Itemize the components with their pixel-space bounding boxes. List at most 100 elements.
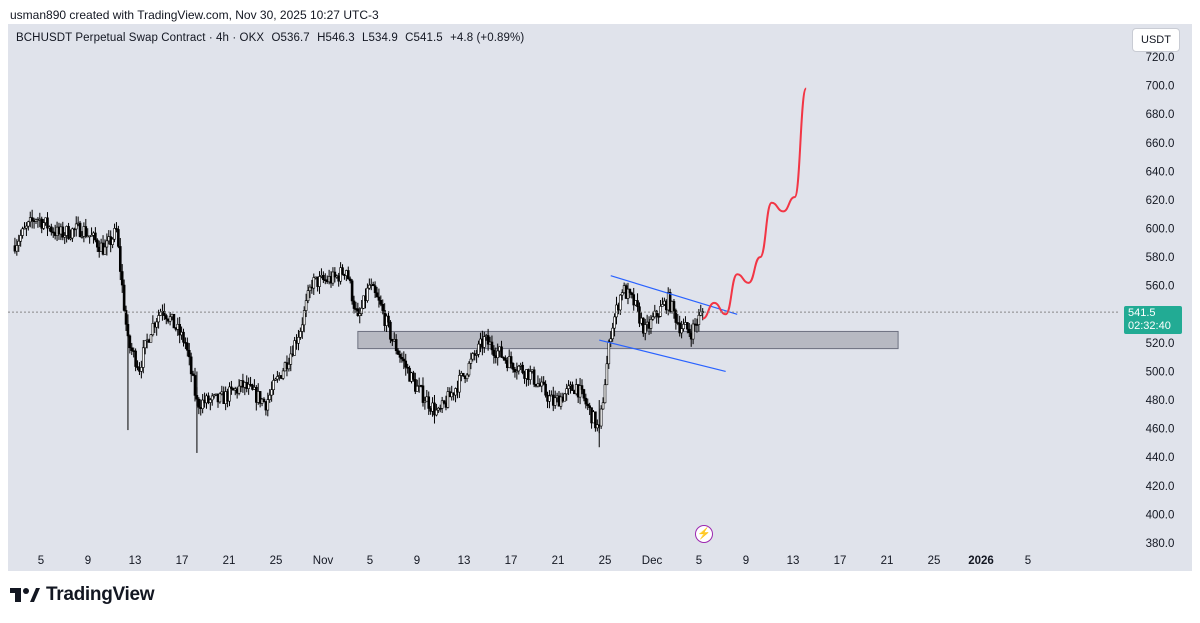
candle (477, 340, 480, 358)
candle (542, 376, 545, 386)
candle (528, 365, 532, 385)
candle (615, 296, 618, 325)
x-tick-label: 5 (696, 555, 702, 567)
candle (103, 239, 107, 255)
candle (613, 313, 616, 337)
candle (78, 220, 82, 238)
candle (212, 393, 216, 399)
symbol-title[interactable]: BCHUSDT Perpetual Swap Contract · 4h · O… (16, 32, 265, 44)
candle (186, 337, 189, 357)
candle (247, 377, 250, 395)
candle (366, 283, 369, 303)
candle (544, 380, 547, 398)
y-tick-label: 580.0 (1146, 252, 1175, 264)
y-tick-label: 560.0 (1146, 281, 1175, 293)
candle (218, 392, 222, 404)
candle (402, 351, 406, 370)
x-tick-label: 5 (38, 555, 44, 567)
candle (442, 399, 446, 405)
tradingview-logo[interactable]: TradingView (10, 584, 155, 606)
channel-lower-line[interactable] (599, 339, 726, 373)
chart-panel[interactable]: 380.0 400.0 420.0 440.0 460.0 480.0 500.0 520.0… (8, 24, 1192, 571)
candle (638, 302, 641, 328)
channel-upper-line[interactable] (610, 275, 738, 315)
candle (300, 317, 304, 339)
candle (136, 360, 139, 371)
candle (659, 300, 662, 318)
candle (172, 313, 176, 329)
candle (511, 362, 515, 373)
candle (117, 225, 120, 249)
candle (191, 370, 195, 377)
candle (71, 227, 74, 242)
candle (27, 220, 30, 231)
low-value: L534.9 (362, 32, 398, 44)
candle (333, 267, 337, 283)
candle (458, 369, 461, 398)
y-tick-label: 480.0 (1146, 395, 1175, 407)
candle (36, 217, 40, 228)
last-price-label: 541.5 02:32:40 (1124, 306, 1182, 334)
candle (609, 331, 613, 348)
candle (304, 293, 308, 318)
symbol-legend: BCHUSDT Perpetual Swap Contract · 4h · O… (16, 32, 528, 44)
candle (34, 218, 38, 225)
candle (504, 355, 507, 364)
candle (461, 372, 465, 377)
candle (95, 238, 99, 253)
candle (626, 282, 630, 305)
candle (379, 295, 383, 307)
y-tick-label: 660.0 (1146, 138, 1175, 150)
candle (603, 379, 607, 404)
candle (262, 397, 266, 403)
candle (209, 397, 212, 411)
candle (318, 271, 321, 294)
candle (268, 389, 272, 403)
currency-button[interactable]: USDT (1132, 28, 1180, 52)
candle (433, 394, 436, 424)
candle (270, 381, 273, 402)
candle (517, 364, 521, 375)
projection-path[interactable] (702, 87, 808, 320)
candle (245, 375, 249, 393)
candle (346, 266, 350, 280)
candle (348, 276, 352, 284)
candle (586, 398, 590, 411)
candle (563, 393, 567, 402)
y-tick-label: 420.0 (1146, 481, 1175, 493)
candle (465, 373, 469, 382)
candle (141, 339, 145, 374)
candle (396, 348, 400, 355)
candlestick-chart[interactable]: 380.0 400.0 420.0 440.0 460.0 480.0 500.0 520.0… (8, 24, 1192, 571)
candle (651, 311, 655, 321)
candle (276, 370, 279, 383)
candle (289, 346, 293, 372)
candle (565, 383, 568, 401)
candle (375, 286, 379, 298)
candle (588, 402, 591, 416)
support-zone[interactable] (357, 330, 899, 350)
change-value: +4.8 (+0.89%) (450, 32, 525, 44)
candle (394, 334, 398, 355)
x-tick-label: 17 (505, 555, 518, 567)
candle (90, 227, 93, 237)
y-tick-label: 520.0 (1146, 338, 1175, 350)
y-tick-label: 380.0 (1146, 538, 1175, 550)
candle (496, 343, 499, 366)
x-tick-label: Dec (642, 555, 663, 567)
candle (427, 391, 431, 415)
lightning-icon[interactable]: ⚡ (695, 525, 713, 543)
candle (649, 314, 653, 334)
x-tick-label: 5 (1025, 555, 1031, 567)
candle (151, 315, 155, 337)
candle (687, 323, 691, 338)
candle (490, 335, 494, 355)
candle (672, 298, 676, 319)
candle (94, 227, 97, 243)
candle (471, 352, 475, 362)
y-tick-label: 720.0 (1146, 52, 1175, 64)
candle (111, 237, 114, 249)
candle (67, 222, 70, 240)
y-tick-label: 440.0 (1146, 452, 1175, 464)
candle (389, 320, 392, 344)
